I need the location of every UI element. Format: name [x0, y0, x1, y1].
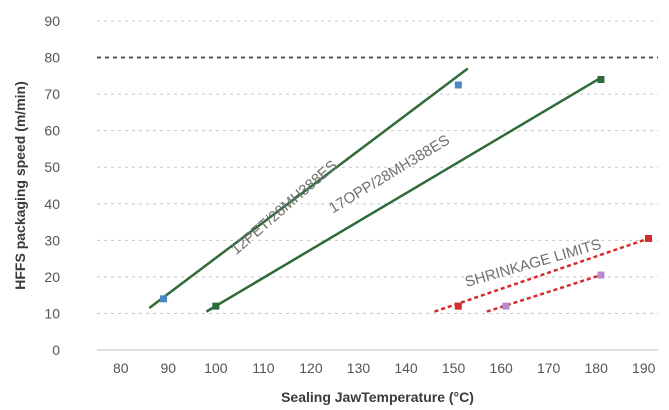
gridlines [97, 20, 658, 314]
y-tick-label-70: 70 [44, 86, 60, 102]
annotations: 12PET/28MH388ES17OPP/28MH388ESSHRINKAGE … [228, 132, 604, 291]
x-tick-labels: 80 90 100 110 120 130 140 150 160 170 180 190 [113, 360, 656, 376]
y-tick-label-80: 80 [44, 50, 60, 66]
x-tick-label-80: 80 [113, 360, 129, 376]
x-tick-label-170: 170 [537, 360, 561, 376]
series-line-1 [148, 67, 469, 309]
data-point-4-2 [597, 271, 605, 279]
y-axis-title: HFFS packaging speed (m/min) [12, 81, 28, 289]
data-point-3-1 [454, 302, 462, 310]
x-tick-label-180: 180 [585, 360, 609, 376]
y-tick-label-50: 50 [44, 159, 60, 175]
data-point-4-1 [502, 302, 510, 310]
y-tick-label-60: 60 [44, 123, 60, 139]
x-tick-label-120: 120 [299, 360, 323, 376]
y-tick-label-90: 90 [44, 13, 60, 29]
data-point-1-2 [454, 81, 462, 89]
x-tick-label-140: 140 [394, 360, 418, 376]
x-tick-label-90: 90 [161, 360, 177, 376]
series-points [160, 75, 652, 310]
series-line-4 [486, 273, 602, 313]
y-tick-label-10: 10 [44, 305, 60, 321]
data-point-2-1 [212, 302, 220, 310]
x-axis-title: Sealing JawTemperature (°C) [281, 389, 474, 405]
y-tick-label-40: 40 [44, 196, 60, 212]
data-point-3-2 [644, 235, 652, 243]
x-tick-label-130: 130 [347, 360, 371, 376]
series-lines [148, 67, 649, 313]
x-tick-label-110: 110 [252, 360, 275, 376]
y-tick-label-20: 20 [44, 269, 60, 285]
x-tick-label-190: 190 [632, 360, 656, 376]
y-tick-label-0: 0 [52, 342, 60, 358]
annotation-label-3: SHRINKAGE LIMITS [463, 236, 603, 291]
x-tick-label-150: 150 [442, 360, 466, 376]
x-tick-label-100: 100 [204, 360, 228, 376]
x-tick-label-160: 160 [489, 360, 513, 376]
series-line-3 [434, 237, 649, 313]
data-point-1-1 [160, 295, 168, 303]
y-tick-label-30: 30 [44, 232, 60, 248]
y-tick-labels: 0 10 20 30 40 50 60 70 80 90 [44, 13, 60, 358]
series-line-2 [205, 76, 602, 313]
data-point-2-2 [597, 75, 605, 83]
